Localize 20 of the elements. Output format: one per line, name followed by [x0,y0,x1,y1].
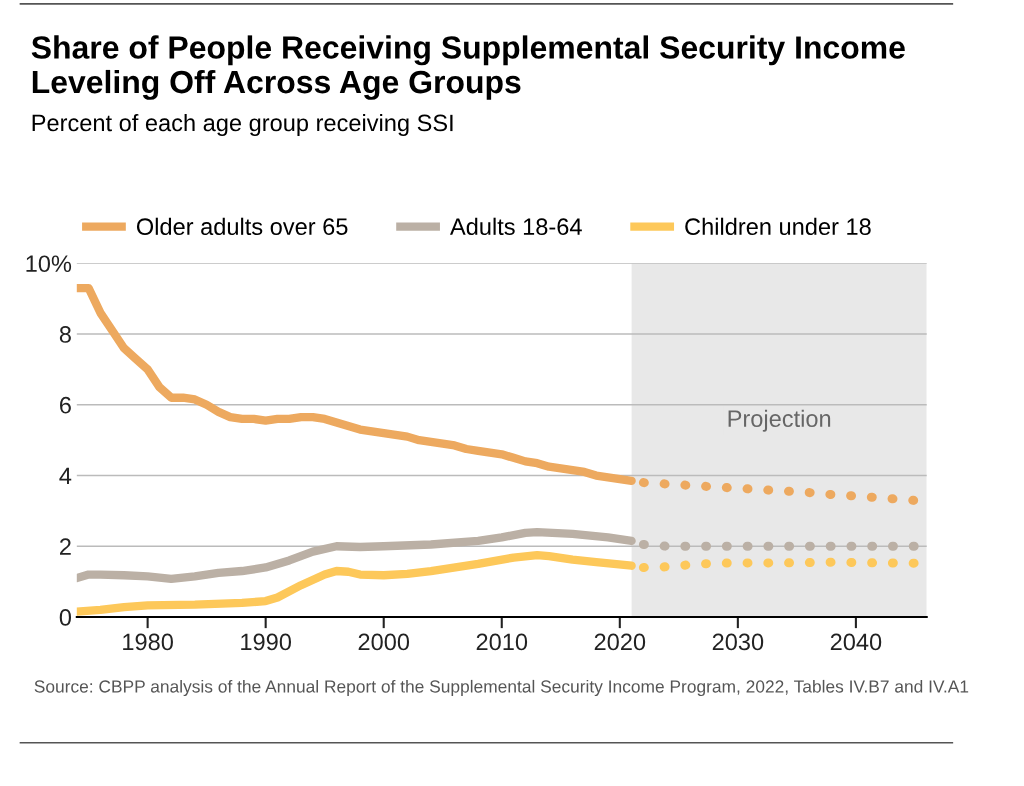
x-tick-label: 2010 [476,633,528,651]
y-tick-label: 8 [59,326,71,343]
y-tick-label: 6 [60,396,71,414]
legend-label: Children under 18 [685,217,871,236]
y-tick-label: 10% [26,255,72,273]
band-label: Projection [728,409,831,432]
y-tick-label: 2 [60,538,71,555]
y-tick-label: 4 [59,467,72,485]
x-tick-label: 1980 [123,633,173,651]
chart-subtitle: Percent of each age group receiving SSI [32,113,453,136]
x-tick-label: 2000 [358,633,410,651]
y-tick-label: 0 [59,609,72,626]
legend-label: Adults 18-64 [450,217,582,236]
x-tick-label: 2020 [594,633,646,651]
legend-label: Older adults over 65 [136,217,348,236]
x-tick-label: 2040 [830,633,882,651]
x-tick-label: 1990 [241,633,292,651]
chart-title: Share of People Receiving Supplemental Security Income Leveling Off Across Age Groups [31,35,905,100]
source-note: Source: CBPP analysis of the Annual Report of the Supplemental Security Income Program, 2022, Tables IV.B7 and IV.A1 [34,679,969,697]
x-tick-label: 2030 [712,633,764,651]
